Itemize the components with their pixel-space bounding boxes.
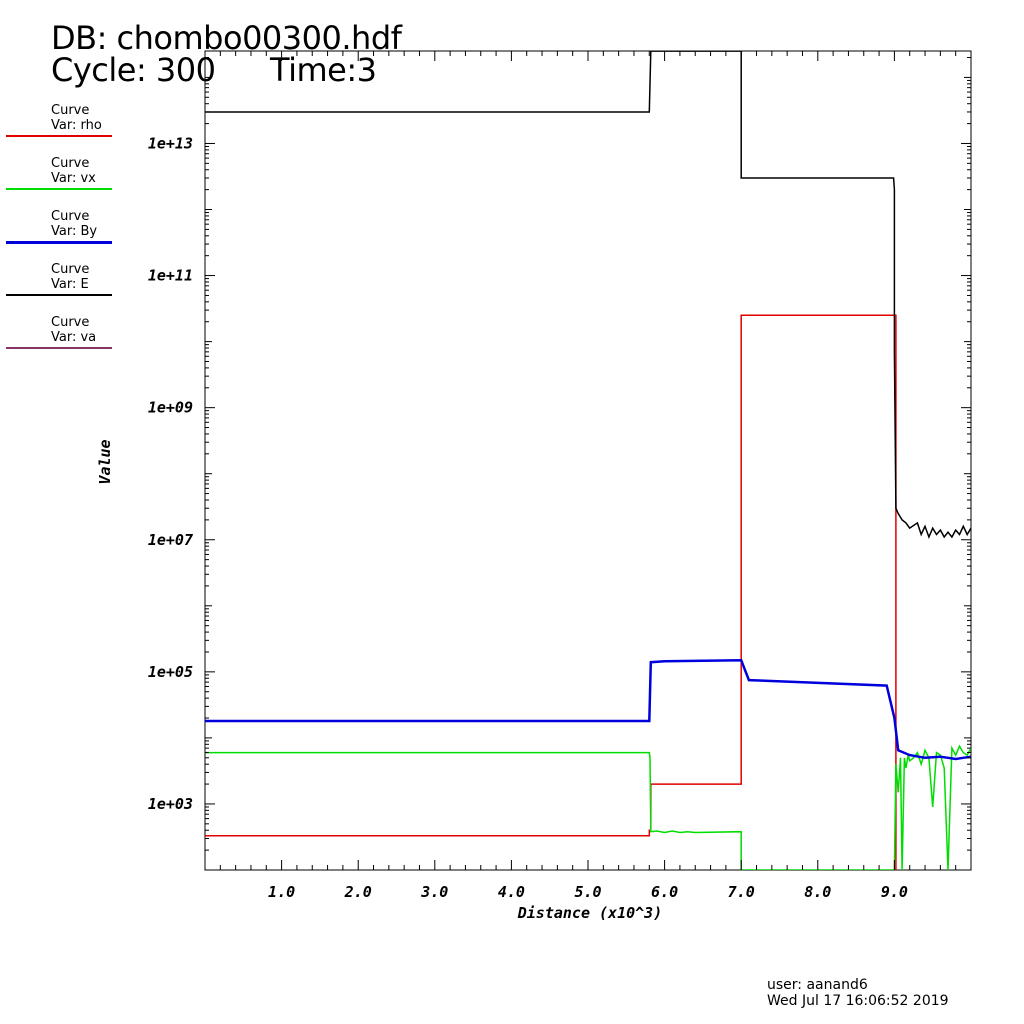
ticks: 1.0 2.0 3.0 4.0 5.0 6.0 7.0 8.0 9.0 1e+03 1e+05 1e+… [148, 51, 971, 901]
legend-swatch-va [6, 347, 112, 349]
legend-var-label: Var: E [51, 277, 89, 292]
x-tick-label: 9.0 [881, 883, 908, 901]
cycle-label: Cycle: 300 [51, 51, 216, 89]
x-axis-label: Distance (x10^3) [517, 904, 663, 922]
legend-item-va: Curve Var: va [0, 316, 112, 366]
legend-swatch-by [6, 241, 112, 244]
legend-curve-label: Curve [51, 156, 90, 171]
series-layer [205, 51, 971, 870]
legend-var-label: Var: rho [51, 118, 102, 133]
legend-var-label: Var: By [51, 224, 98, 239]
x-tick-label: 4.0 [498, 883, 525, 901]
legend-item-rho: Curve Var: rho [0, 104, 112, 154]
series-e [205, 51, 971, 540]
legend-var-label: Var: vx [51, 171, 96, 186]
x-tick-label: 7.0 [728, 883, 755, 901]
y-tick-label: 1e+09 [148, 399, 193, 417]
legend-swatch-e [6, 294, 112, 296]
x-tick-label: 6.0 [651, 883, 678, 901]
legend-item-vx: Curve Var: vx [0, 157, 112, 207]
footer-user: user: aanand6 [767, 977, 868, 993]
x-tick-label: 8.0 [804, 883, 831, 901]
y-tick-label: 1e+13 [148, 134, 193, 152]
y-axis-label: Value [96, 439, 114, 484]
legend-swatch-vx [6, 188, 112, 190]
series-vx [205, 744, 971, 870]
y-tick-label: 1e+11 [148, 267, 193, 285]
legend-curve-label: Curve [51, 262, 90, 277]
legend-item-by: Curve Var: By [0, 210, 112, 260]
legend-var-label: Var: va [51, 330, 97, 345]
y-tick-label: 1e+05 [148, 663, 193, 681]
x-tick-label: 1.0 [268, 883, 295, 901]
plot-frame [204, 50, 972, 871]
legend-curve-label: Curve [51, 315, 90, 330]
database-title: DB: chombo00300.hdf [51, 19, 402, 57]
time-label: Time:3 [270, 51, 377, 89]
legend-curve-label: Curve [51, 209, 90, 224]
legend-swatch-rho [6, 135, 112, 137]
series-rho [205, 314, 897, 870]
x-tick-label: 5.0 [574, 883, 601, 901]
x-tick-label: 2.0 [344, 883, 372, 901]
x-tick-label: 3.0 [420, 883, 448, 901]
series-by [205, 658, 971, 761]
axes [204, 50, 972, 871]
footer-date: Wed Jul 17 16:06:52 2019 [767, 993, 949, 1009]
y-tick-label: 1e+07 [148, 531, 193, 549]
y-tick-label: 1e+03 [148, 795, 193, 813]
legend-curve-label: Curve [51, 103, 90, 118]
legend-item-e: Curve Var: E [0, 263, 112, 313]
